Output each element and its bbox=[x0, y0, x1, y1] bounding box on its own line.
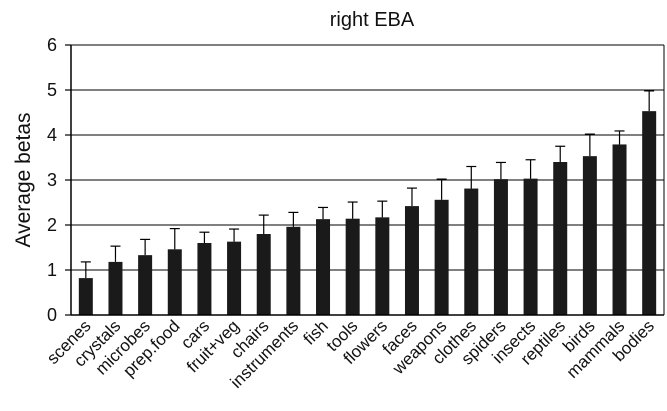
bar-birds bbox=[582, 133, 597, 315]
bar-spiders bbox=[493, 161, 508, 315]
bar-flowers bbox=[375, 200, 390, 315]
gridlines bbox=[71, 44, 664, 271]
bar bbox=[227, 241, 242, 315]
bar-clothes bbox=[464, 165, 479, 315]
bar bbox=[167, 249, 182, 315]
y-tick-label: 5 bbox=[47, 80, 57, 100]
bar bbox=[582, 156, 597, 315]
bar-crystals bbox=[108, 245, 123, 315]
bar bbox=[256, 234, 271, 315]
bar-bodies bbox=[642, 90, 657, 316]
bar bbox=[434, 199, 449, 315]
bar-microbes bbox=[138, 238, 153, 315]
bar bbox=[375, 217, 390, 315]
bar-weapons bbox=[434, 178, 449, 315]
bar-instruments bbox=[286, 211, 301, 315]
x-tick-labels: scenescrystalsmicrobesprep.foodcarsfruit… bbox=[43, 316, 658, 392]
bar bbox=[404, 206, 419, 315]
y-tick-label: 4 bbox=[47, 125, 57, 145]
bar bbox=[108, 261, 123, 315]
bar-reptiles bbox=[553, 145, 568, 315]
bar-insects bbox=[523, 159, 538, 315]
bar-fish bbox=[316, 206, 331, 315]
bar bbox=[345, 218, 360, 315]
bar-faces bbox=[404, 187, 419, 315]
y-tick-labels: 0 1 2 3 4 5 6 bbox=[47, 35, 57, 325]
bar bbox=[138, 255, 153, 315]
bar bbox=[464, 188, 479, 315]
bar bbox=[642, 111, 657, 316]
y-axis-label: Average betas bbox=[12, 112, 35, 247]
chart-title: right EBA bbox=[330, 9, 415, 31]
axes bbox=[65, 44, 665, 316]
y-tick-label: 6 bbox=[47, 35, 57, 55]
bar-chairs bbox=[256, 214, 271, 315]
bar-fruit+veg bbox=[227, 228, 242, 315]
bar bbox=[78, 278, 93, 315]
y-tick-label: 3 bbox=[47, 170, 57, 190]
bar-scenes bbox=[78, 261, 93, 315]
bar bbox=[197, 243, 212, 315]
bar bbox=[612, 144, 627, 315]
bar bbox=[523, 178, 538, 315]
bar-prep.food bbox=[167, 228, 182, 315]
bars bbox=[78, 90, 657, 316]
y-tick-label: 1 bbox=[47, 260, 57, 280]
bar bbox=[286, 226, 301, 315]
bar bbox=[493, 179, 508, 315]
y-tick-label: 0 bbox=[47, 305, 57, 325]
bar-tools bbox=[345, 201, 360, 315]
bar bbox=[316, 219, 331, 315]
bar-cars bbox=[197, 231, 212, 315]
y-tick-label: 2 bbox=[47, 215, 57, 235]
bar-mammals bbox=[612, 130, 627, 315]
bar bbox=[553, 162, 568, 315]
